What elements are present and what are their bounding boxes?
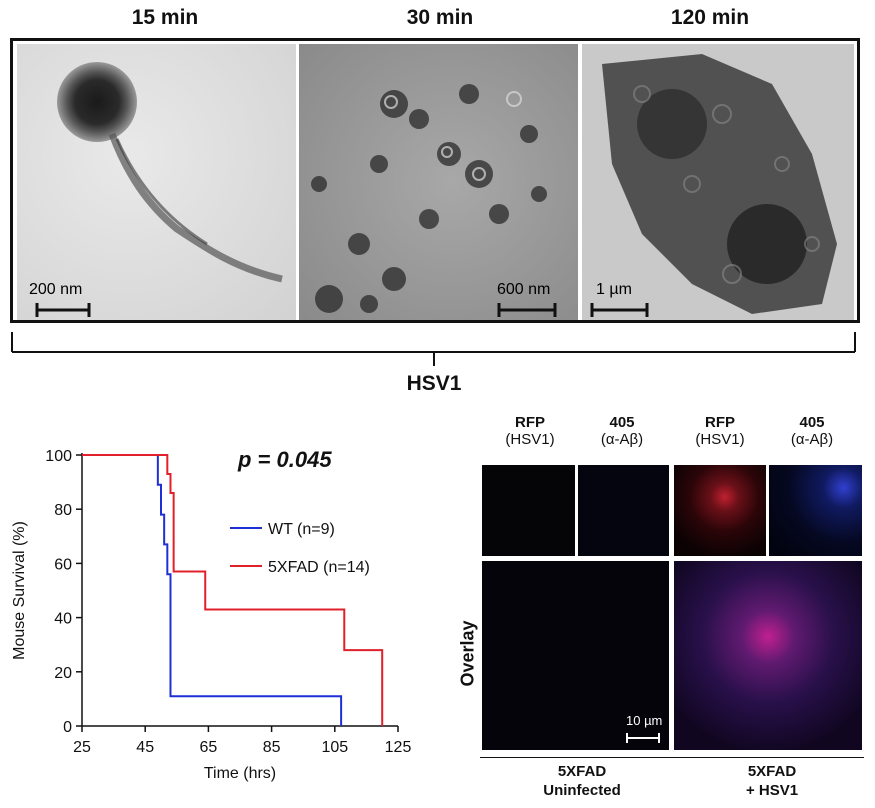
survival-chart: 0 20 40 60 80 100 25 45 65 85 105 125 Time (hrs) Mous… [11, 448, 412, 782]
series-line-0 [82, 454, 343, 726]
channel-label-405-2: 405 (α-Aβ) [790, 414, 834, 448]
y-tick-label: 100 [45, 448, 72, 465]
legend-label-1: 5XFAD (n=14) [268, 559, 370, 576]
x-tick-label: 105 [321, 739, 348, 756]
condition-divider [480, 757, 864, 758]
condition-label-uninfected: 5XFAD Uninfected [543, 763, 621, 799]
x-tick-label: 125 [385, 739, 412, 756]
em-image-30min: 600 nm [299, 44, 578, 320]
fluor-hsv1-overlay [674, 561, 862, 750]
scale-bar-200nm: 200 nm [29, 281, 83, 298]
em-image-15min: 200 nm [17, 44, 296, 320]
x-axis-label: Time (hrs) [204, 765, 276, 782]
x-tick-label: 25 [73, 739, 91, 756]
channel-label-405-1: 405 (α-Aβ) [600, 414, 644, 448]
time-label-30min: 30 min [406, 6, 474, 29]
hsv1-bracket [11, 332, 856, 366]
y-tick-label: 40 [54, 611, 72, 628]
fluor-uninfected-rfp [482, 465, 575, 556]
series-line-1 [82, 454, 384, 726]
scale-bar-1um: 1 µm [596, 281, 632, 298]
channel-label-rfp-2: RFP (HSV1) [695, 414, 745, 448]
x-tick-label: 85 [263, 739, 281, 756]
x-tick-label: 65 [200, 739, 218, 756]
overlay-label: Overlay [457, 620, 478, 687]
hsv1-label: HSV1 [406, 372, 462, 395]
y-tick-label: 80 [54, 502, 72, 519]
y-tick-label: 20 [54, 665, 72, 682]
time-label-15min: 15 min [131, 6, 199, 29]
p-value-label: p = 0.045 [238, 447, 332, 472]
fluor-hsv1-rfp [674, 465, 766, 556]
fluor-uninfected-405 [578, 465, 669, 556]
y-axis-label: Mouse Survival (%) [11, 521, 28, 660]
condition-label-hsv1: 5XFAD + HSV1 [745, 763, 799, 799]
y-tick-label: 60 [54, 556, 72, 573]
y-tick-label: 0 [63, 719, 72, 736]
fluor-hsv1-405 [769, 465, 862, 556]
channel-label-rfp-1: RFP (HSV1) [505, 414, 555, 448]
scale-bar-10um: 10 µm [626, 713, 663, 728]
fluor-uninfected-overlay: 10 µm [482, 561, 669, 750]
x-tick-label: 45 [136, 739, 154, 756]
time-label-120min: 120 min [670, 6, 750, 29]
legend-label-0: WT (n=9) [268, 521, 335, 538]
em-image-120min: 1 µm [582, 44, 854, 320]
scale-bar-600nm: 600 nm [497, 281, 551, 298]
